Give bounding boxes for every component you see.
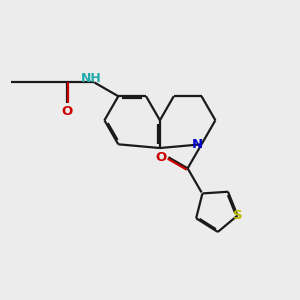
Text: O: O (156, 151, 167, 164)
Text: NH: NH (81, 72, 102, 85)
Text: S: S (233, 209, 242, 222)
Text: N: N (192, 138, 203, 151)
Text: O: O (61, 105, 72, 118)
